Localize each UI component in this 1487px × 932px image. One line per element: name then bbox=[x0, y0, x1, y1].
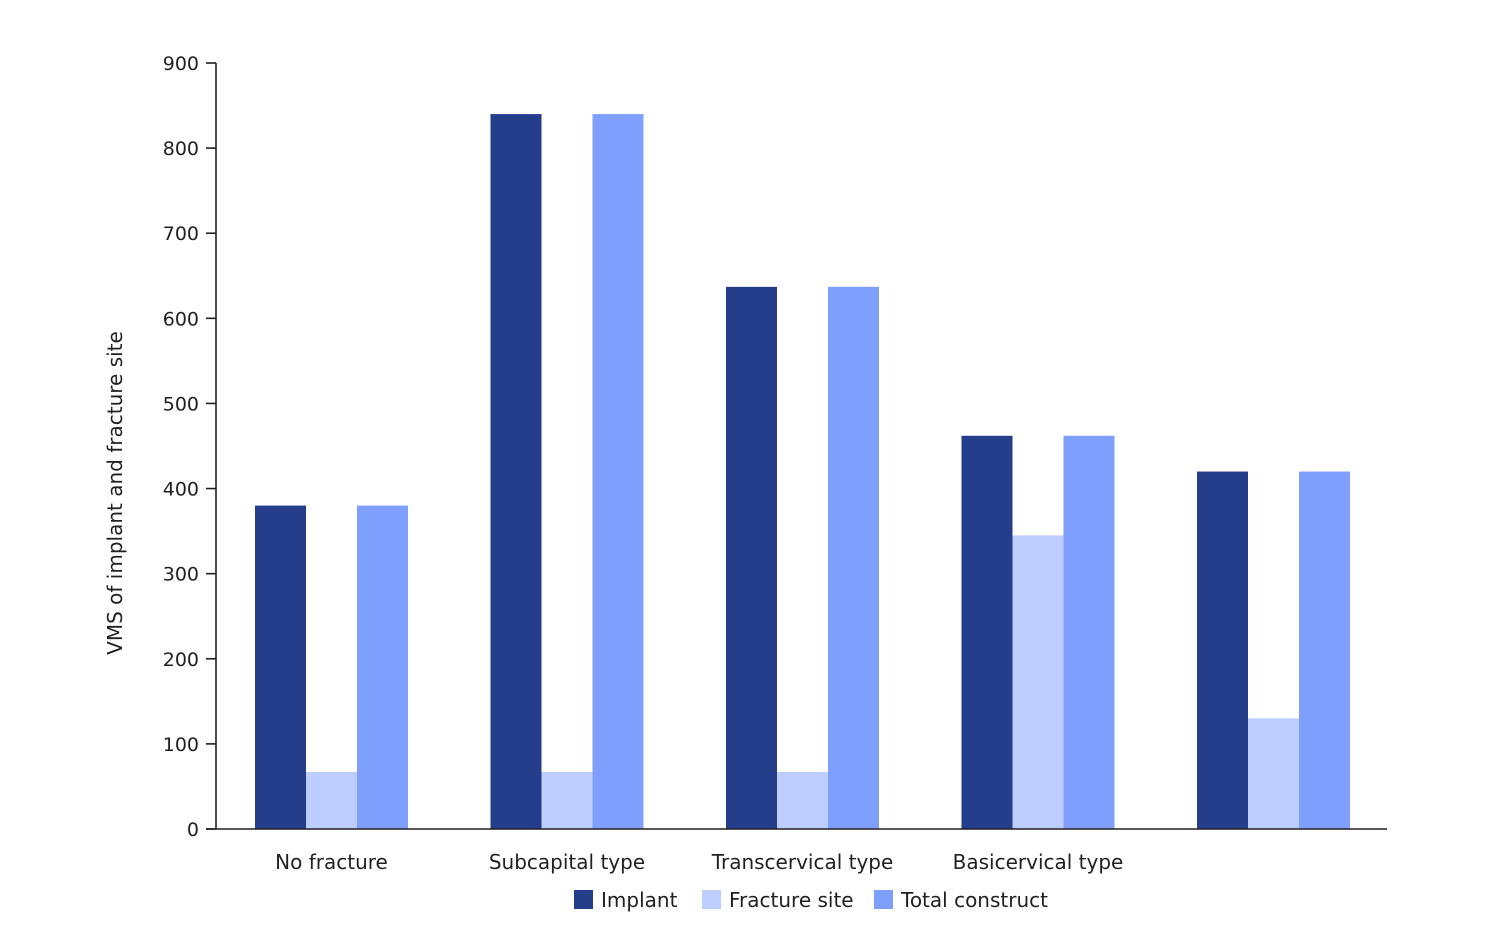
y-tick-label: 800 bbox=[163, 138, 199, 160]
bar-total-construct bbox=[828, 286, 879, 829]
legend-label: Fracture site bbox=[729, 888, 854, 912]
y-tick-label: 200 bbox=[163, 649, 199, 671]
legend-swatch bbox=[702, 890, 721, 909]
y-tick-label: 0 bbox=[187, 819, 199, 841]
bar-implant bbox=[490, 114, 542, 830]
bar-implant bbox=[255, 505, 306, 829]
bar-total-construct bbox=[357, 505, 408, 829]
legend-swatch bbox=[574, 890, 593, 909]
y-tick-label: 700 bbox=[163, 223, 199, 245]
bar-total-construct bbox=[1299, 471, 1350, 829]
y-axis-title: VMS of implant and fracture site bbox=[103, 331, 127, 655]
category-label: Basicervical type bbox=[953, 850, 1124, 874]
legend: Implant Fracture site Total construct bbox=[574, 888, 1048, 912]
y-tick-label: 600 bbox=[163, 308, 199, 330]
y-axis-ticks: 0 100 200 300 400 500 600 700 800 900 bbox=[163, 53, 216, 841]
y-tick-label: 400 bbox=[163, 479, 199, 501]
category-label: No fracture bbox=[275, 850, 388, 874]
bar-fracture-site bbox=[1012, 535, 1064, 829]
bar-fracture-site bbox=[777, 771, 828, 829]
legend-label: Total construct bbox=[900, 888, 1048, 912]
category-label: Subcapital type bbox=[489, 850, 645, 874]
category-label: Transcervical type bbox=[711, 850, 894, 874]
bar-fracture-site bbox=[541, 771, 593, 829]
bar-implant bbox=[1197, 471, 1248, 829]
y-tick-label: 500 bbox=[163, 393, 199, 415]
y-axis-title-group: VMS of implant and fracture site bbox=[103, 331, 127, 655]
y-tick-label: 100 bbox=[163, 734, 199, 756]
bar-total-construct bbox=[592, 114, 644, 830]
bars bbox=[255, 114, 1350, 830]
bar-implant bbox=[726, 286, 777, 829]
legend-label: Implant bbox=[601, 888, 678, 912]
category-labels: No fracture Subcapital type Transcervical … bbox=[275, 850, 1123, 874]
bar-fracture-site bbox=[306, 771, 357, 829]
y-tick-label: 900 bbox=[163, 53, 199, 75]
bar-implant bbox=[961, 435, 1013, 829]
y-tick-label: 300 bbox=[163, 564, 199, 586]
bar-total-construct bbox=[1063, 435, 1115, 829]
legend-swatch bbox=[874, 890, 893, 909]
bar-fracture-site bbox=[1248, 718, 1299, 829]
